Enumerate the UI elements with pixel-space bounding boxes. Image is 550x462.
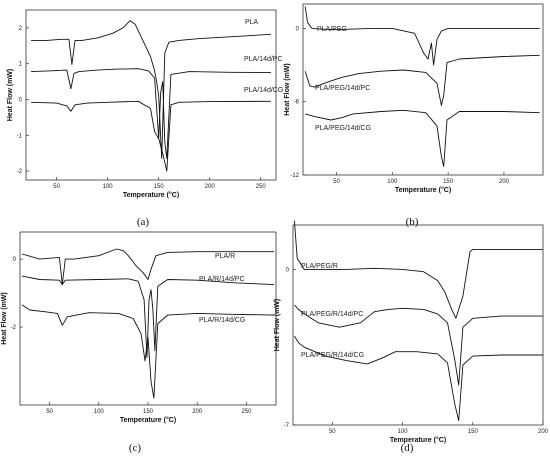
series-line (31, 100, 271, 172)
series-label: PLA/R (215, 253, 235, 260)
plot-frame (25, 9, 277, 181)
x-tick-label: 100 (94, 409, 105, 415)
y-tick-label: 0 (286, 267, 290, 273)
panel-a: 50 100 150 200 250 -2 -1 0 1 2 Temperature (°C) Hea… (7, 9, 283, 199)
x-tick-label: 150 (154, 184, 165, 190)
x-tick-label: 200 (499, 179, 510, 185)
y-tick-label: -7 (284, 423, 290, 429)
x-tick-label: 250 (241, 409, 252, 415)
x-tick-label: 100 (103, 184, 114, 190)
series-line (21, 275, 275, 358)
series-line (31, 68, 271, 159)
caption-a: (a) (137, 216, 150, 228)
y-tick-label: -2 (11, 325, 17, 331)
x-axis-label: Temperature (°C) (123, 191, 179, 199)
series-label: PLA/R/14d/CG (199, 317, 245, 324)
panel-c: 50 100 150 200 250 -2 0 Temperature (°C) Heat Fl… (1, 231, 277, 424)
plot-frame (292, 224, 544, 426)
x-tick-label: 150 (143, 409, 154, 415)
series-label: PLA/PEG/R/14d/PC (301, 311, 363, 318)
y-tick-label: 0 (13, 257, 17, 263)
x-tick-label: 50 (46, 409, 53, 415)
x-axis-label: Temperature (°C) (390, 436, 446, 444)
y-axis-label: Heat Flow (mW) (1, 292, 8, 345)
series-label: PLA/R/14d/PC (199, 276, 245, 283)
y-tick-label: -2 (17, 169, 23, 175)
series-line (304, 6, 540, 66)
series-line (305, 109, 540, 167)
x-axis-label: Temperature (°C) (395, 186, 451, 194)
x-tick-label: 100 (387, 179, 398, 185)
series-label: PLA/PEG (317, 26, 347, 33)
y-tick-label: -1 (17, 133, 23, 139)
series-line (294, 304, 543, 386)
y-axis-label: Heat Flow (mW) (7, 69, 14, 122)
x-axis-label: Temperature (°C) (120, 416, 176, 424)
series-line (294, 335, 543, 422)
series-label: PLA (245, 19, 259, 26)
series-label: PLA/PEG/14d/CG (315, 125, 371, 132)
series-label: PLA/14d/PC (244, 56, 283, 63)
y-tick-label: -6 (294, 100, 300, 106)
x-tick-label: 200 (192, 409, 203, 415)
x-tick-label: 50 (333, 179, 340, 185)
series-label: PLA/PEG/R (301, 263, 338, 270)
plot-frame (302, 3, 544, 176)
y-axis-label: Heat Flow (mW) (274, 299, 281, 352)
x-tick-label: 150 (443, 179, 454, 185)
series-label: PLA/PEG/R/14d/CG (301, 352, 364, 359)
caption-b: (b) (406, 216, 419, 228)
series-label: PLA/PEG/14d/PC (315, 85, 370, 92)
caption-d: (d) (401, 442, 414, 454)
series-line (304, 54, 540, 106)
y-tick-label: -12 (290, 173, 299, 179)
series-label: PLA/14d/CG (244, 87, 283, 94)
x-tick-label: 200 (538, 429, 549, 435)
y-axis-label: Heat Flow (mW) (284, 63, 291, 116)
x-tick-label: 150 (468, 429, 479, 435)
panel-b: 50 100 150 200 -12 -6 0 Temperature (°C) Heat Fl… (284, 3, 544, 194)
x-tick-label: 250 (256, 184, 267, 190)
y-tick-label: 1 (19, 62, 23, 68)
x-tick-label: 100 (398, 429, 409, 435)
y-tick-label: 0 (296, 26, 300, 32)
x-tick-label: 50 (53, 184, 60, 190)
caption-c: (c) (129, 442, 142, 454)
series-line (21, 304, 275, 399)
x-tick-label: 50 (329, 429, 336, 435)
series-line (31, 20, 271, 159)
series-line (293, 220, 543, 319)
y-tick-label: 2 (19, 26, 23, 32)
x-tick-label: 200 (205, 184, 216, 190)
panel-d: 50 100 150 200 -7 0 Temperature (°C) Heat Flow … (274, 220, 549, 444)
y-tick-label: 0 (19, 97, 23, 103)
